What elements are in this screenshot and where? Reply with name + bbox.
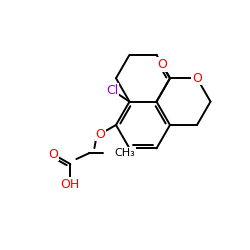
Text: O: O (192, 72, 202, 85)
Text: O: O (48, 148, 58, 160)
Text: OH: OH (61, 178, 80, 190)
Text: O: O (157, 58, 167, 71)
Text: CH₃: CH₃ (114, 148, 135, 158)
Text: O: O (96, 128, 105, 140)
Text: Cl: Cl (106, 84, 118, 97)
